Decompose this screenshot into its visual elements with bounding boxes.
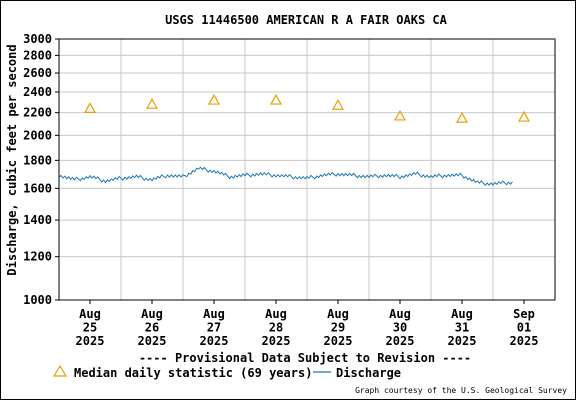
discharge-line: [58, 166, 513, 187]
median-series: [83, 93, 531, 123]
y-tick-label: 3000: [23, 32, 52, 46]
x-tick-label: 27: [207, 321, 221, 335]
x-tick-label: Aug: [389, 307, 411, 321]
x-tick-label: 2025: [200, 334, 229, 348]
y-axis-label: Discharge, cubic feet per second: [5, 44, 19, 275]
legend-discharge-label: Discharge: [336, 366, 401, 380]
y-tick-label: 2200: [23, 106, 52, 120]
y-axis-ticks: 1000 1200 1400 1600 1800 2000 2200 2400 2600 2800…: [23, 32, 59, 307]
median-marker: [207, 93, 221, 105]
provisional-note: ---- Provisional Data Subject to Revisio…: [139, 351, 471, 365]
x-tick-label: 2025: [386, 334, 415, 348]
credit-text: Graph courtesy of the U.S. Geological Su…: [355, 386, 567, 395]
y-tick-label: 2800: [23, 48, 52, 62]
x-tick-label: Aug: [203, 307, 225, 321]
x-tick-label: 26: [145, 321, 159, 335]
median-marker: [331, 99, 345, 110]
x-tick-label: Aug: [327, 307, 349, 321]
x-axis-ticks: Aug252025Aug262025Aug272025Aug282025Aug2…: [76, 300, 539, 348]
y-tick-label: 1600: [23, 181, 52, 195]
x-tick-label: 01: [517, 321, 531, 335]
median-marker: [145, 97, 159, 109]
x-tick-label: 2025: [262, 334, 291, 348]
y-tick-label: 1400: [23, 213, 52, 227]
legend-median-marker: [52, 364, 68, 377]
y-tick-label: 2400: [23, 85, 52, 99]
median-marker: [517, 110, 531, 122]
x-tick-label: 29: [331, 321, 345, 335]
y-tick-label: 1200: [23, 250, 52, 264]
x-tick-label: 2025: [510, 334, 539, 348]
median-marker: [455, 111, 469, 123]
x-tick-label: Sep: [513, 307, 535, 321]
x-tick-label: 2025: [138, 334, 167, 348]
y-tick-label: 1000: [23, 293, 52, 307]
y-tick-label: 2600: [23, 66, 52, 80]
legend-median-label: Median daily statistic (69 years): [74, 366, 312, 380]
x-tick-label: Aug: [141, 307, 163, 321]
y-tick-label: 1800: [23, 153, 52, 167]
grid-lines: [59, 38, 555, 301]
x-tick-label: Aug: [265, 307, 287, 321]
x-tick-label: 2025: [76, 334, 105, 348]
x-tick-label: 2025: [324, 334, 353, 348]
chart-title: USGS 11446500 AMERICAN R A FAIR OAKS CA: [165, 13, 448, 27]
legend: Median daily statistic (69 years) Discha…: [52, 364, 401, 380]
median-marker: [393, 109, 407, 121]
y-tick-label: 2000: [23, 128, 52, 142]
plot-area: [58, 38, 556, 301]
x-tick-label: 28: [269, 321, 283, 335]
x-tick-label: 2025: [448, 334, 477, 348]
median-marker: [83, 102, 97, 114]
x-tick-label: 31: [455, 321, 469, 335]
x-tick-label: 25: [83, 321, 97, 335]
x-tick-label: Aug: [79, 307, 101, 321]
x-tick-label: Aug: [451, 307, 473, 321]
median-marker: [269, 93, 283, 105]
discharge-series: [58, 166, 513, 187]
x-tick-label: 30: [393, 321, 407, 335]
